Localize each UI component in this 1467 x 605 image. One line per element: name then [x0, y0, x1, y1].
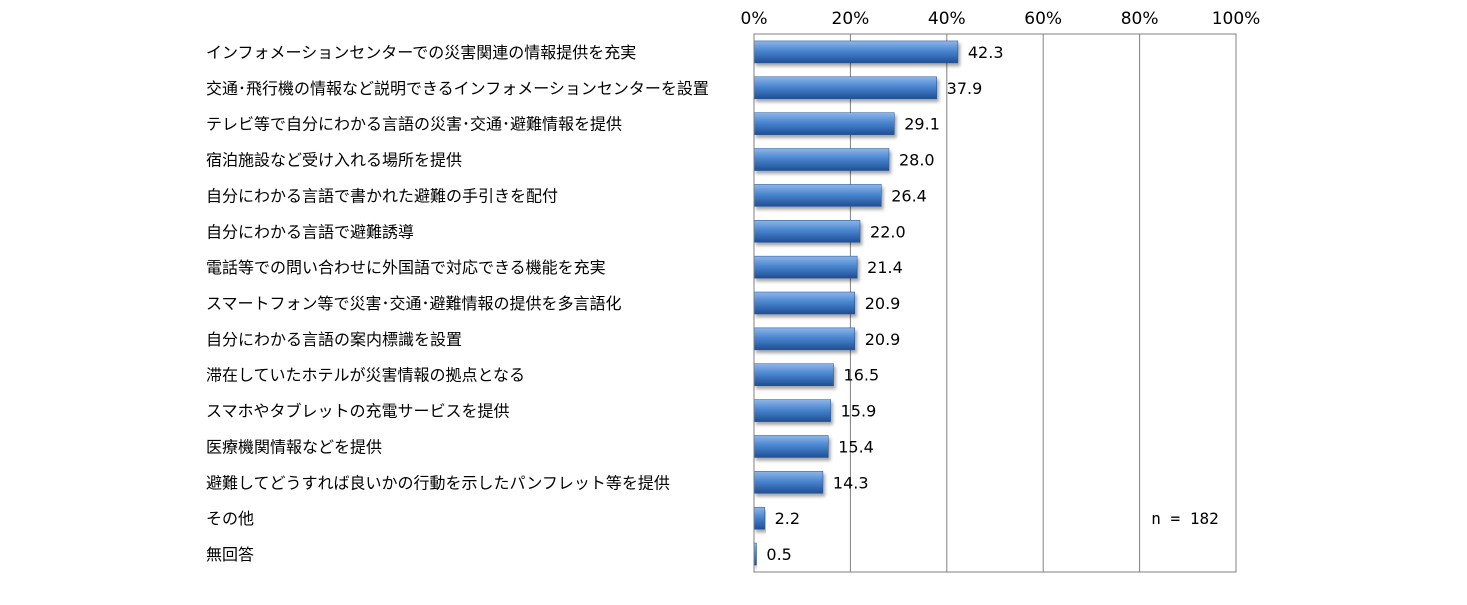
- x-tick-label: 60%: [1024, 9, 1062, 29]
- category-label: 自分にわかる言語で避難誘導: [206, 222, 414, 241]
- bar: [753, 148, 890, 171]
- category-label: その他: [206, 509, 254, 528]
- data-label: 29.1: [904, 115, 940, 134]
- x-axis-ticks: 0% 20% 40% 60% 80% 100%: [741, 9, 1261, 29]
- bar: [753, 471, 824, 494]
- plot-frame: [753, 33, 1237, 573]
- sample-size-note: n = 182: [1151, 509, 1218, 528]
- data-labels: 42.3 37.9 29.1 28.0 26.4 22.0 21.4 20.9 20.9 16.5…: [766, 43, 1003, 564]
- data-label: 28.0: [899, 151, 935, 170]
- bar: [753, 291, 855, 315]
- data-label: 2.2: [775, 509, 800, 528]
- x-tick-label: 80%: [1121, 9, 1159, 29]
- category-label: 無回答: [206, 545, 254, 564]
- x-tick-label: 40%: [928, 9, 966, 29]
- bar: [753, 435, 829, 458]
- x-tick-label: 20%: [832, 9, 870, 29]
- data-label: 16.5: [844, 366, 880, 385]
- category-label: インフォメーションセンターでの災害関連の情報提供を充実: [206, 43, 636, 62]
- bar: [753, 184, 882, 207]
- data-label: 20.9: [865, 294, 901, 313]
- data-label: 0.5: [766, 545, 791, 564]
- category-label: 交通･飛行機の情報など説明できるインフォメーションセンターを設置: [206, 79, 709, 98]
- bar: [753, 327, 855, 351]
- data-label: 42.3: [968, 43, 1004, 62]
- category-label: 医療機関情報などを提供: [206, 437, 382, 456]
- category-label: 宿泊施設など受け入れる場所を提供: [206, 151, 462, 170]
- bar: [753, 76, 937, 100]
- category-label: 避難してどうすれば良いかの行動を示したパンフレット等を提供: [206, 473, 670, 492]
- bar: [753, 220, 861, 243]
- bar: [753, 399, 831, 422]
- category-label: 電話等での問い合わせに外国語で対応できる機能を充実: [206, 258, 606, 277]
- data-label: 21.4: [867, 258, 903, 277]
- category-label: スマートフォン等で災害･交通･避難情報の提供を多言語化: [206, 294, 622, 313]
- category-label: テレビ等で自分にわかる言語の災害･交通･避難情報を提供: [206, 115, 622, 134]
- data-label: 26.4: [891, 186, 927, 205]
- bar: [753, 255, 858, 279]
- data-label: 14.3: [833, 473, 869, 492]
- bar: [753, 112, 895, 135]
- data-label: 20.9: [865, 330, 901, 349]
- bar: [753, 506, 765, 530]
- x-tick-label: 0%: [741, 9, 768, 29]
- bar: [753, 40, 959, 64]
- category-label: 自分にわかる言語で書かれた避難の手引きを配付: [206, 186, 558, 205]
- data-label: 22.0: [870, 222, 906, 241]
- bar: [753, 363, 834, 386]
- category-labels: インフォメーションセンターでの災害関連の情報提供を充実交通･飛行機の情報など説明…: [206, 43, 709, 564]
- data-label: 15.4: [838, 437, 874, 456]
- x-tick-label: 100%: [1212, 9, 1261, 29]
- bars: [753, 40, 959, 566]
- category-label: 自分にわかる言語の案内標識を設置: [206, 330, 462, 349]
- category-label: 滞在していたホテルが災害情報の拠点となる: [206, 366, 525, 385]
- data-label: 15.9: [841, 402, 877, 421]
- category-label: スマホやタブレットの充電サービスを提供: [206, 402, 510, 421]
- data-label: 37.9: [947, 79, 983, 98]
